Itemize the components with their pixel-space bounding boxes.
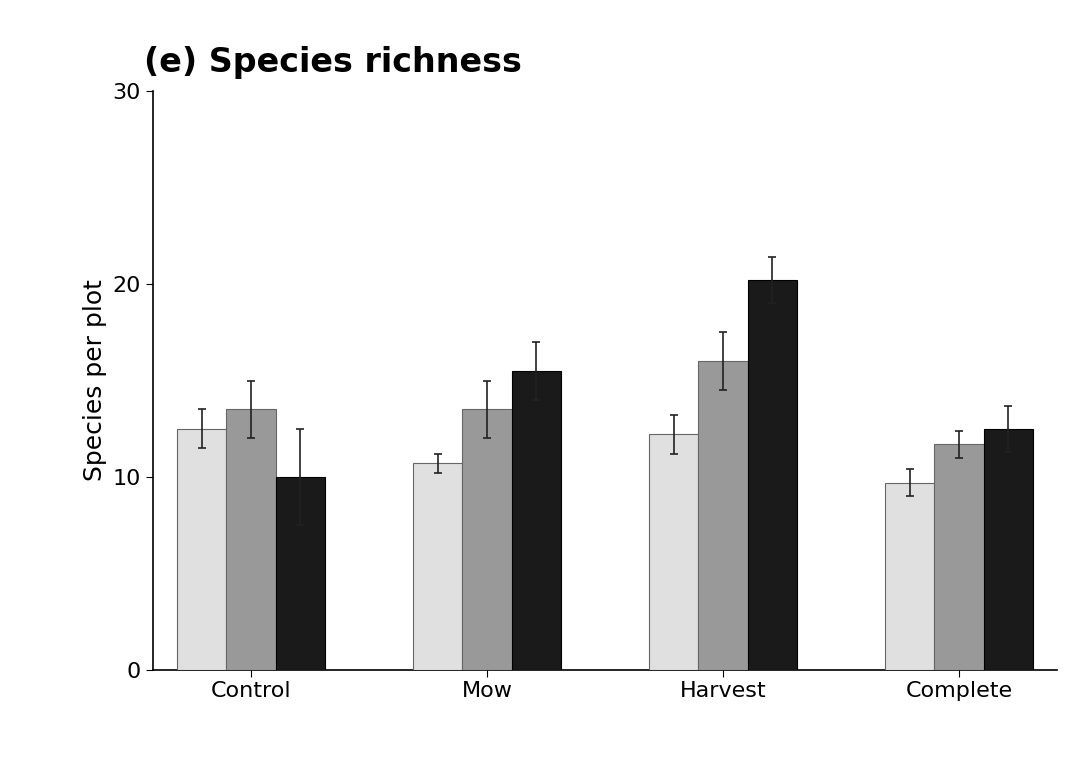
Bar xyxy=(699,361,748,670)
Bar xyxy=(885,482,934,670)
Bar xyxy=(462,409,511,670)
Bar xyxy=(983,428,1032,670)
Text: (e) Species richness: (e) Species richness xyxy=(144,46,521,79)
Bar xyxy=(650,435,699,670)
Bar xyxy=(178,428,227,670)
Bar xyxy=(748,280,797,670)
Bar xyxy=(227,409,276,670)
Y-axis label: Species per plot: Species per plot xyxy=(83,279,107,482)
Bar xyxy=(413,463,462,670)
Bar xyxy=(934,444,983,670)
Bar xyxy=(511,371,560,670)
Bar xyxy=(276,477,325,670)
